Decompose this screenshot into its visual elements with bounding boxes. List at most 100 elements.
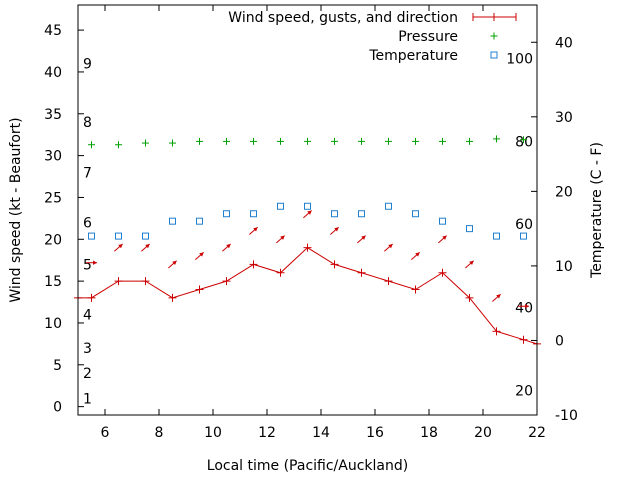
- pressure-point: [142, 139, 149, 147]
- pressure-point: [88, 141, 95, 149]
- wind-direction-arrow: [249, 226, 258, 235]
- wind-direction-arrow: [465, 260, 474, 269]
- legend: Wind speed, gusts, and direction Pressure…: [228, 10, 517, 64]
- pressure-point: [196, 137, 203, 145]
- wind-speed-point: [411, 285, 420, 294]
- series-layer: [74, 135, 541, 348]
- pressure-point: [169, 139, 176, 147]
- wind-speed-point: [222, 277, 231, 286]
- wind-direction-arrow: [492, 293, 501, 302]
- wind-direction-arrow: [357, 235, 366, 244]
- temperature-point: [466, 225, 473, 233]
- right-y-axis-label: Temperature (C - F): [589, 142, 605, 279]
- x-axis-label: Local time (Pacific/Auckland): [207, 458, 408, 474]
- temperature-point: [439, 217, 446, 225]
- x-tick-label: 20: [474, 425, 492, 441]
- pressure-point: [277, 137, 284, 145]
- wind-direction-arrow: [114, 243, 123, 252]
- pressure-point: [466, 137, 473, 145]
- temperature-point: [169, 217, 176, 225]
- beaufort-label: 2: [83, 366, 92, 382]
- pressure-point: [331, 137, 338, 145]
- temperature-point: [412, 210, 419, 218]
- beaufort-label: 4: [83, 308, 92, 324]
- plot-frame: [77, 4, 538, 416]
- legend-wind-swatch: [472, 13, 517, 21]
- beaufort-label: 5: [83, 257, 92, 273]
- x-tick-label: 14: [312, 425, 330, 441]
- legend-pressure-swatch: [490, 32, 498, 40]
- axis-ticks: 6 8 10 12 14 16 18 20 22051015202530354045-10010…: [44, 5, 578, 441]
- fahrenheit-label: 80: [515, 134, 533, 150]
- wind-speed-point: [357, 268, 366, 277]
- pressure-point: [223, 137, 230, 145]
- wind-direction-arrow: [330, 226, 339, 235]
- right-y-tick-label: 40: [555, 35, 573, 51]
- temperature-point: [223, 210, 230, 218]
- temperature-point: [142, 232, 149, 240]
- pressure-point: [385, 137, 392, 145]
- wind-speed-point: [87, 293, 96, 302]
- legend-entry-label: Temperature: [368, 48, 458, 64]
- left-y-tick-label: 30: [44, 149, 62, 165]
- pressure-point: [493, 135, 500, 143]
- pressure-point: [358, 137, 365, 145]
- beaufort-label: 3: [83, 341, 92, 357]
- left-y-tick-label: 35: [44, 107, 62, 123]
- right-y-tick-label: 0: [555, 333, 564, 349]
- left-y-tick-label: 20: [44, 232, 62, 248]
- fahrenheit-label: 60: [515, 217, 533, 233]
- wind-speed-point: [168, 293, 177, 302]
- temperature-point: [250, 210, 257, 218]
- right-y-tick-label: -10: [555, 408, 578, 424]
- wind-direction-arrow: [518, 304, 529, 309]
- x-tick-label: 22: [528, 425, 546, 441]
- wind-speed-point: [303, 243, 312, 252]
- wind-direction-arrow: [303, 210, 312, 219]
- pressure-point: [520, 136, 527, 144]
- temperature-point: [385, 202, 392, 210]
- temperature-point: [115, 232, 122, 240]
- wind-speed-line: [78, 247, 538, 345]
- fahrenheit-labels: 20 40 60 80 100: [506, 52, 533, 400]
- x-tick-label: 8: [155, 425, 164, 441]
- wind-speed-point: [465, 293, 474, 302]
- x-tick-label: 18: [420, 425, 438, 441]
- temperature-point: [88, 232, 95, 240]
- temperature-point: [331, 210, 338, 218]
- x-tick-label: 10: [204, 425, 222, 441]
- beaufort-label: 7: [83, 165, 92, 181]
- pressure-point: [115, 141, 122, 149]
- temperature-point: [520, 232, 527, 240]
- beaufort-label: 8: [83, 115, 92, 131]
- beaufort-label: 9: [83, 57, 92, 73]
- pressure-point: [250, 137, 257, 145]
- wind-speed-point: [276, 268, 285, 277]
- right-y-tick-label: 20: [555, 184, 573, 200]
- beaufort-label: 6: [83, 216, 92, 232]
- left-y-tick-label: 5: [53, 358, 62, 374]
- temperature-point: [304, 202, 311, 210]
- pressure-point: [412, 137, 419, 145]
- left-y-tick-label: 0: [53, 400, 62, 416]
- wind-direction-arrow: [384, 243, 393, 252]
- wind-speed-point: [492, 327, 501, 336]
- left-y-tick-label: 45: [44, 23, 62, 39]
- temperature-point: [196, 217, 203, 225]
- pressure-point: [439, 137, 446, 145]
- left-y-axis-label: Wind speed (kt - Beaufort): [8, 117, 24, 302]
- wind-direction-arrow: [195, 252, 204, 261]
- wind-speed-point: [330, 260, 339, 269]
- legend-entry-label: Wind speed, gusts, and direction: [228, 10, 458, 26]
- wind-direction-arrow: [438, 235, 447, 244]
- beaufort-labels: 1 2 3 4 5 6 7 8 9: [83, 57, 92, 408]
- fahrenheit-label: 20: [515, 383, 533, 399]
- left-y-tick-label: 15: [44, 274, 62, 290]
- right-y-tick-label: 30: [555, 110, 573, 126]
- left-y-tick-label: 25: [44, 190, 62, 206]
- x-tick-label: 16: [366, 425, 384, 441]
- wind-direction-arrow: [86, 260, 97, 265]
- x-tick-label: 6: [101, 425, 110, 441]
- pressure-point: [304, 137, 311, 145]
